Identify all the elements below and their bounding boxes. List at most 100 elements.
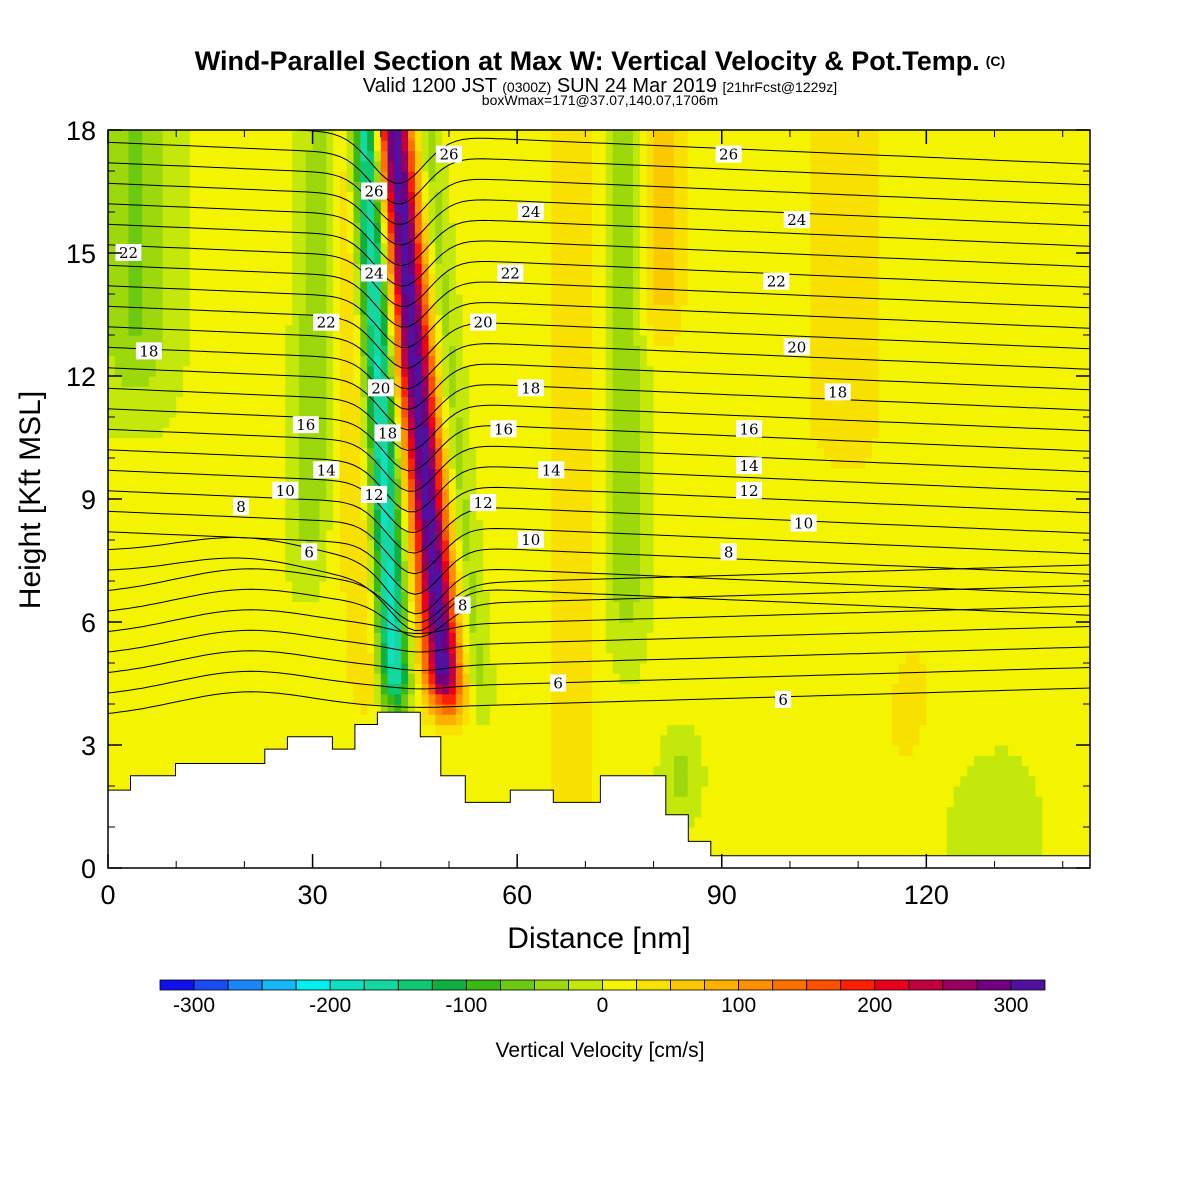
field-cell [448,663,457,674]
field-cell [360,406,368,418]
field-cell [503,714,511,726]
field-cell [298,160,307,172]
field-cell [264,642,273,654]
field-cell [114,663,123,674]
field-cell [326,222,334,234]
field-cell [176,755,184,767]
field-cell [489,581,498,592]
field-cell [503,540,511,551]
field-cell [264,591,273,603]
field-cell [551,499,559,510]
field-cell [285,550,293,562]
field-cell [537,171,546,182]
field-cell [530,294,539,305]
field-cell [244,222,252,234]
field-cell [394,396,402,408]
field-cell [108,570,116,582]
field-cell [312,160,320,172]
field-cell [121,130,130,141]
field-cell [162,437,170,449]
field-cell [544,550,552,562]
field-cell [210,212,218,223]
field-cell [435,601,443,613]
field-cell [326,652,334,664]
field-cell [455,242,464,254]
field-cell [469,273,477,285]
field-cell [394,652,402,664]
field-cell [483,181,491,193]
field-cell [530,130,539,141]
field-cell [108,171,116,182]
field-cell [108,724,116,736]
field-cell [544,755,552,767]
field-cell [217,365,225,377]
field-cell [183,376,191,387]
field-cell [217,345,225,357]
field-cell [114,365,123,377]
field-cell [537,242,546,254]
field-cell [408,201,416,213]
field-cell [394,160,402,172]
field-cell [326,345,334,357]
field-cell [128,273,136,285]
field-cell [305,663,314,674]
field-cell [278,642,286,654]
field-cell [135,386,143,398]
field-cell [210,652,218,664]
field-cell [148,396,157,408]
field-cell [421,652,430,664]
field-cell [544,345,552,357]
field-cell [530,499,539,510]
field-cell [510,591,518,603]
field-cell [155,437,164,449]
field-cell [319,253,327,264]
field-cell [108,673,116,685]
field-cell [578,734,586,746]
field-cell [305,591,314,603]
field-cell [258,253,266,264]
field-cell [564,601,573,613]
field-cell [523,724,532,736]
field-cell [448,396,457,408]
field-cell [530,345,539,357]
field-cell [298,560,307,572]
field-cell [483,765,491,777]
field-cell [564,540,573,551]
field-cell [135,632,143,644]
field-cell [394,181,402,193]
field-cell [108,775,116,787]
field-cell [367,232,375,244]
field-cell [544,242,552,254]
field-cell [121,181,130,193]
field-cell [503,601,511,613]
field-cell [421,324,430,336]
field-cell [483,355,491,367]
field-cell [148,406,157,418]
field-cell [360,396,368,408]
field-cell [135,540,143,551]
field-cell [442,365,450,377]
field-cell [564,314,573,326]
field-cell [435,642,443,654]
field-cell [517,468,525,480]
field-cell [537,488,546,500]
field-cell [544,734,552,746]
field-cell [346,693,355,705]
field-cell [128,150,136,162]
field-cell [278,201,286,213]
field-cell [564,745,573,756]
field-cell [237,488,245,500]
field-cell [523,222,532,234]
field-cell [305,499,314,510]
field-cell [108,683,116,695]
field-cell [442,181,450,193]
field-cell [121,724,130,736]
field-cell [339,468,348,480]
field-cell [251,570,259,582]
field-cell [271,376,280,387]
field-cell [217,693,225,705]
field-cell [121,663,130,674]
field-cell [196,673,205,685]
field-cell [510,140,518,152]
field-cell [121,140,130,152]
